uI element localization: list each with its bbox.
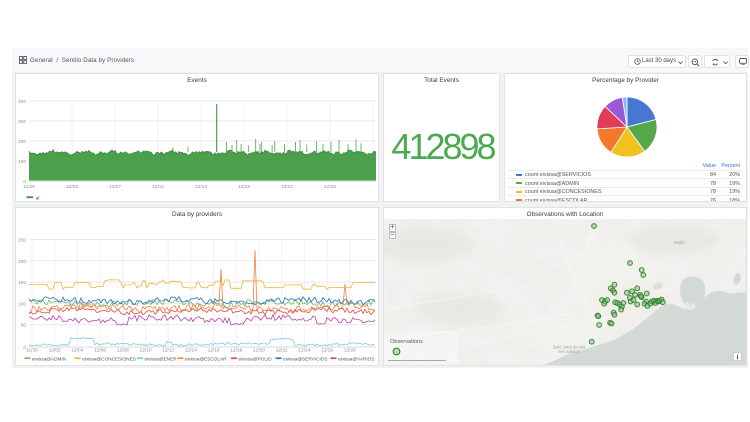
svg-text:12/26: 12/26 <box>321 348 333 354</box>
svg-text:0: 0 <box>23 179 26 185</box>
svg-text:12/22: 12/22 <box>281 184 293 190</box>
svg-text:12/16: 12/16 <box>208 348 220 354</box>
svg-text:12/25: 12/25 <box>324 184 336 190</box>
svg-text:Sant Jordi de ses: Sant Jordi de ses <box>553 345 585 350</box>
svg-text:250: 250 <box>18 238 26 244</box>
svg-text:12/18: 12/18 <box>238 184 250 190</box>
svg-text:12/04: 12/04 <box>71 348 83 354</box>
svg-text:150: 150 <box>18 280 26 286</box>
svg-text:al: al <box>36 195 40 200</box>
svg-text:ses Salines: ses Salines <box>558 349 579 354</box>
svg-text:12/07: 12/07 <box>109 184 121 190</box>
svg-text:12/03: 12/03 <box>66 184 78 190</box>
svg-text:12/14: 12/14 <box>195 184 207 190</box>
svg-text:12/08: 12/08 <box>117 348 129 354</box>
svg-text:12/02: 12/02 <box>49 348 61 354</box>
svg-text:Observations: Observations <box>390 339 423 345</box>
svg-text:12/06: 12/06 <box>94 348 106 354</box>
svg-text:eivissa@VARIOS: eivissa@VARIOS <box>338 356 374 361</box>
svg-text:eivissa@ESCOLAR: eivissa@ESCOLAR <box>185 356 227 361</box>
svg-text:eivissa@ADMIN: eivissa@ADMIN <box>32 356 66 361</box>
svg-text:11/30: 11/30 <box>26 348 38 354</box>
svg-text:eivissa@POLID: eivissa@POLID <box>239 356 273 361</box>
svg-text:12/18: 12/18 <box>230 348 242 354</box>
svg-text:12/24: 12/24 <box>298 348 310 354</box>
svg-text:eivissa@SERVICIOS: eivissa@SERVICIOS <box>283 356 328 361</box>
svg-text:12/20: 12/20 <box>253 348 265 354</box>
svg-text:100: 100 <box>18 159 26 165</box>
svg-text:12/10: 12/10 <box>152 184 164 190</box>
svg-text:100: 100 <box>18 301 26 307</box>
svg-text:12/14: 12/14 <box>185 348 197 354</box>
svg-text:12/22: 12/22 <box>276 348 288 354</box>
svg-text:eivissa@ENER: eivissa@ENER <box>145 356 178 361</box>
svg-text:200: 200 <box>18 259 26 265</box>
svg-text:12/12: 12/12 <box>162 348 174 354</box>
svg-text:12/28: 12/28 <box>344 348 356 354</box>
svg-text:Jesús: Jesús <box>674 240 685 245</box>
svg-text:0: 0 <box>23 345 26 351</box>
svg-text:50: 50 <box>21 323 27 329</box>
svg-text:11/29: 11/29 <box>23 184 35 190</box>
svg-text:eivissa@CONCESIONES: eivissa@CONCESIONES <box>82 356 136 361</box>
svg-text:300: 300 <box>18 119 26 125</box>
svg-text:400: 400 <box>18 99 26 105</box>
svg-text:200: 200 <box>18 139 26 145</box>
svg-text:12/10: 12/10 <box>139 348 151 354</box>
